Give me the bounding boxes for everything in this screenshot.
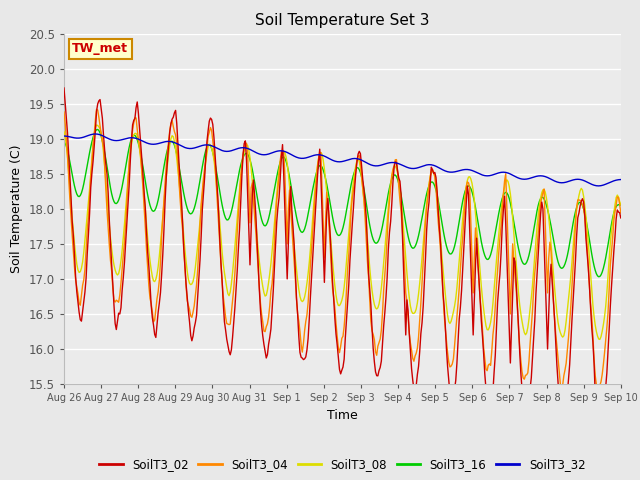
X-axis label: Time: Time [327,408,358,421]
Y-axis label: Soil Temperature (C): Soil Temperature (C) [10,144,23,273]
Text: TW_met: TW_met [72,42,129,55]
Legend: SoilT3_02, SoilT3_04, SoilT3_08, SoilT3_16, SoilT3_32: SoilT3_02, SoilT3_04, SoilT3_08, SoilT3_… [95,454,590,476]
Title: Soil Temperature Set 3: Soil Temperature Set 3 [255,13,429,28]
